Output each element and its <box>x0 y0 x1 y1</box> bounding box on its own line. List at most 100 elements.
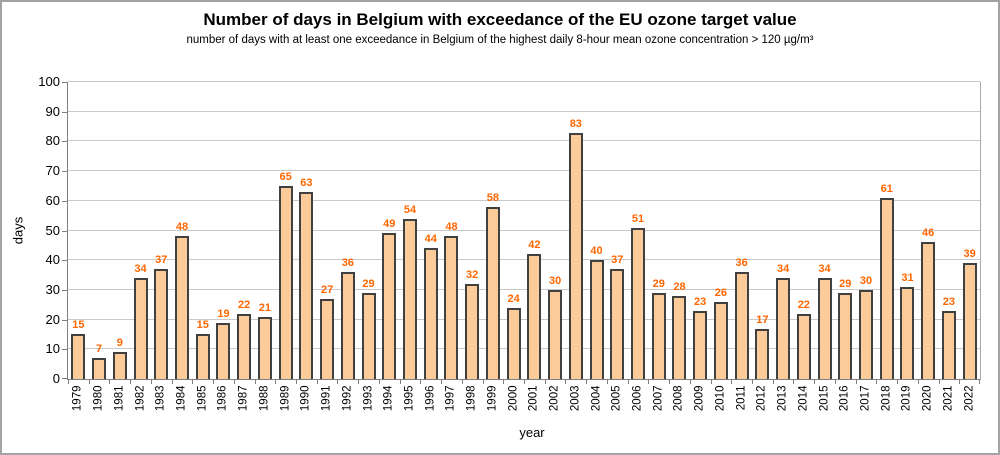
x-tick-label-1985: 1985 <box>196 385 209 412</box>
x-tick-18 <box>441 380 443 384</box>
x-tick-25 <box>586 380 588 384</box>
bar-value-1986: 19 <box>217 307 230 320</box>
bar-2016 <box>838 292 853 379</box>
y-tick-0 <box>62 378 68 379</box>
y-tick-label-80: 80 <box>45 133 60 149</box>
bar-2013 <box>776 278 791 379</box>
x-tick-label-1983: 1983 <box>154 385 167 412</box>
bar-2001 <box>527 254 542 379</box>
gridline-70 <box>68 170 980 172</box>
x-tick-8 <box>233 380 235 384</box>
x-tick-14 <box>358 380 360 384</box>
gridline-20 <box>68 318 980 320</box>
x-tick-4 <box>150 380 152 384</box>
bar-2003 <box>568 132 583 379</box>
x-tick-label-2002: 2002 <box>548 385 561 412</box>
x-tick-37 <box>834 380 836 384</box>
x-tick-32 <box>731 380 733 384</box>
x-tick-label-1981: 1981 <box>113 385 126 412</box>
x-tick-label-2015: 2015 <box>818 385 831 412</box>
bar-2017 <box>859 289 873 379</box>
gridline-40 <box>68 259 980 261</box>
bar-2020 <box>921 242 936 379</box>
x-tick-20 <box>482 380 484 384</box>
x-tick-16 <box>399 380 401 384</box>
bar-1999 <box>485 206 500 379</box>
bar-2021 <box>941 310 956 379</box>
x-tick-17 <box>420 380 422 384</box>
x-tick-label-2010: 2010 <box>714 385 727 412</box>
x-tick-19 <box>461 380 463 384</box>
x-tick-2 <box>109 380 111 384</box>
y-tick-70 <box>62 171 68 173</box>
bar-value-1993: 29 <box>362 277 375 290</box>
x-tick-label-2000: 2000 <box>507 385 520 412</box>
bar-value-2018: 61 <box>880 182 893 195</box>
y-tick-10 <box>62 349 68 351</box>
x-tick-label-2018: 2018 <box>880 385 893 412</box>
bar-1989 <box>278 185 293 379</box>
y-tick-30 <box>62 289 68 291</box>
y-tick-label-20: 20 <box>45 311 60 327</box>
bar-value-2007: 29 <box>652 277 665 290</box>
x-tick-label-1982: 1982 <box>134 385 147 412</box>
bar-2011 <box>734 272 749 379</box>
x-tick-label-1999: 1999 <box>486 385 499 412</box>
y-tick-label-40: 40 <box>45 252 60 268</box>
y-tick-40 <box>62 260 68 262</box>
x-tick-36 <box>814 380 816 384</box>
x-axis-label: year <box>519 425 545 440</box>
x-tick-label-1986: 1986 <box>216 385 229 412</box>
x-tick-label-1984: 1984 <box>175 385 188 412</box>
x-tick-23 <box>544 380 546 384</box>
x-tick-label-2014: 2014 <box>797 385 810 412</box>
x-tick-label-2017: 2017 <box>859 385 872 412</box>
bar-2005 <box>610 269 625 379</box>
x-tick-label-1995: 1995 <box>403 385 416 412</box>
chart-subtitle: number of days with at least one exceeda… <box>186 34 814 46</box>
x-tick-label-1991: 1991 <box>320 385 333 412</box>
x-tick-label-1996: 1996 <box>424 385 437 412</box>
bar-value-1990: 63 <box>300 176 313 189</box>
x-tick-label-1993: 1993 <box>362 385 375 412</box>
x-tick-10 <box>275 380 277 384</box>
y-tick-label-100: 100 <box>38 74 60 89</box>
x-tick-label-1990: 1990 <box>299 385 312 412</box>
x-tick-38 <box>855 380 857 384</box>
bar-value-2020: 46 <box>922 227 935 240</box>
y-tick-label-70: 70 <box>45 163 60 179</box>
bar-value-1989: 65 <box>279 170 292 183</box>
x-tick-label-2005: 2005 <box>610 385 623 412</box>
bar-value-1984: 48 <box>175 221 189 234</box>
bar-2006 <box>631 227 645 379</box>
bar-2012 <box>755 328 770 379</box>
bar-2002 <box>548 289 563 379</box>
bar-value-1992: 36 <box>341 257 354 270</box>
bar-1994 <box>382 233 397 379</box>
y-tick-label-60: 60 <box>45 192 60 208</box>
x-tick-label-2001: 2001 <box>527 385 540 412</box>
x-tick-22 <box>524 380 525 384</box>
bar-2010 <box>713 301 728 379</box>
x-tick-40 <box>897 380 899 384</box>
bar-1995 <box>403 218 417 379</box>
x-tick-5 <box>171 380 173 384</box>
bar-value-2009: 23 <box>694 295 707 308</box>
y-tick-60 <box>62 200 68 202</box>
bar-2007 <box>651 292 666 379</box>
x-tick-7 <box>213 380 215 384</box>
bar-value-1982: 34 <box>134 263 147 276</box>
bar-value-2000: 24 <box>507 292 520 305</box>
x-tick-44 <box>979 380 980 384</box>
x-tick-label-1979: 1979 <box>71 385 84 412</box>
x-tick-13 <box>337 380 339 384</box>
x-tick-21 <box>503 380 505 384</box>
x-tick-label-2020: 2020 <box>921 385 934 412</box>
bar-1990 <box>299 191 314 379</box>
bar-2015 <box>817 278 832 379</box>
x-tick-11 <box>296 380 297 384</box>
y-tick-label-30: 30 <box>45 281 60 297</box>
x-tick-3 <box>130 380 132 384</box>
bar-value-2001: 42 <box>528 239 541 252</box>
y-tick-label-0: 0 <box>52 371 60 386</box>
